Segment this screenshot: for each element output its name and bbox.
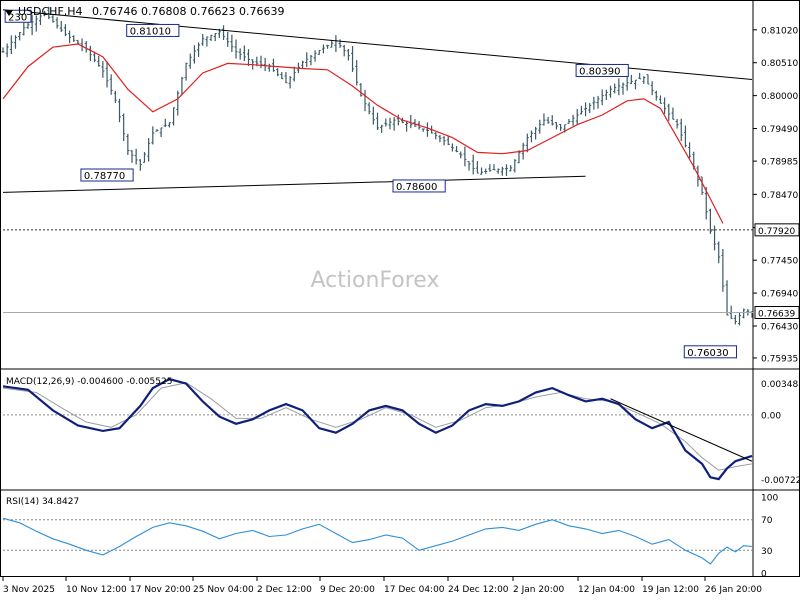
macd-axis-label: 0.00 [761, 411, 781, 421]
price-annotation-box [575, 63, 629, 77]
price-axis-label: 0.76430 [761, 322, 798, 332]
price-annotation-box [392, 179, 446, 193]
time-axis-label: 26 Jan 20:00 [705, 585, 762, 595]
macd-line [2, 377, 753, 481]
rsi-axis-label: 100 [761, 493, 778, 503]
time-axis-label: 25 Nov 04:00 [193, 585, 254, 595]
macd-signal-line [2, 382, 753, 471]
rsi-line [2, 517, 753, 565]
price-axis-label: 0.80510 [761, 59, 798, 69]
price-annotation-label: 0.81010 [130, 26, 171, 37]
time-axis-label: 2 Dec 12:00 [257, 585, 312, 595]
right-price-label-box [754, 223, 800, 237]
macd-pane: MACD(12,26,9) -0.004600 -0.005525 [2, 377, 753, 481]
macd-trendline [610, 398, 753, 462]
price-axis-label: 0.81020 [761, 26, 798, 36]
main-price-pane: 0.81010 0.78770 0.78600 0.80390 0.76030 230 [1, 6, 754, 359]
axis-layer: 0.81020 0.80510 0.80000 0.79490 0.78985 0.784… [2, 26, 800, 595]
time-axis-label: 19 Jan 12:00 [642, 585, 699, 595]
price-annotation-box [80, 168, 134, 182]
right-price-label: 0.76639 [758, 310, 795, 320]
collapse-triangle-icon[interactable] [5, 10, 13, 16]
price-annotation-label: 0.78770 [84, 171, 125, 182]
price-axis-label: 0.78470 [761, 191, 798, 201]
price-axis-label: 0.78985 [761, 158, 798, 168]
time-axis-label: 12 Jan 04:00 [578, 585, 635, 595]
rsi-axis-label: 30 [761, 547, 773, 557]
symbol-label: USDCHF,H4 [18, 5, 83, 18]
price-annotation-box [683, 345, 737, 359]
time-axis-label: 24 Dec 12:00 [448, 585, 509, 595]
price-annotation-label: 230 [8, 12, 27, 23]
time-axis-label: 17 Dec 04:00 [384, 585, 445, 595]
ohlc-readout: 0.76746 0.76808 0.76623 0.76639 [92, 5, 284, 18]
rsi-pane: RSI(14) 34.8427 [2, 497, 753, 565]
macd-axis-label: -0.007226 [761, 476, 800, 486]
macd-axis-label: 0.003488 [761, 380, 800, 390]
price-annotation-label: 0.80390 [579, 66, 620, 77]
price-annotation-box [126, 23, 180, 37]
trendline-upper [2, 9, 753, 80]
trendline-lower [2, 175, 586, 193]
price-axis-label: 0.79490 [761, 125, 798, 135]
price-axis-label: 0.80000 [761, 92, 798, 102]
price-axis-label: 0.75935 [761, 354, 798, 364]
rsi-title: RSI(14) 34.8427 [6, 497, 79, 507]
price-annotation-label: 0.76030 [687, 348, 728, 359]
right-price-label-box [754, 306, 800, 320]
macd-title: MACD(12,26,9) -0.004600 -0.005525 [6, 377, 172, 387]
time-axis-label: 2 Jan 20:00 [513, 585, 565, 595]
rsi-axis-label: 70 [761, 516, 773, 526]
price-annotation-box [4, 9, 32, 23]
price-axis-label: 0.77450 [761, 257, 798, 267]
rsi-axis-label: 0 [761, 570, 767, 580]
time-axis-label: 17 Nov 20:00 [130, 585, 191, 595]
right-price-label: 0.77920 [758, 227, 795, 237]
time-axis-label: 3 Nov 2025 [3, 585, 55, 595]
price-annotation-label: 0.78600 [396, 182, 437, 193]
time-axis-label: 9 Dec 20:00 [320, 585, 375, 595]
time-axis-label: 10 Nov 12:00 [66, 585, 127, 595]
moving-average-line [2, 43, 724, 224]
price-axis-label: 0.76940 [761, 290, 798, 300]
watermark-text: ActionForex [311, 268, 440, 293]
